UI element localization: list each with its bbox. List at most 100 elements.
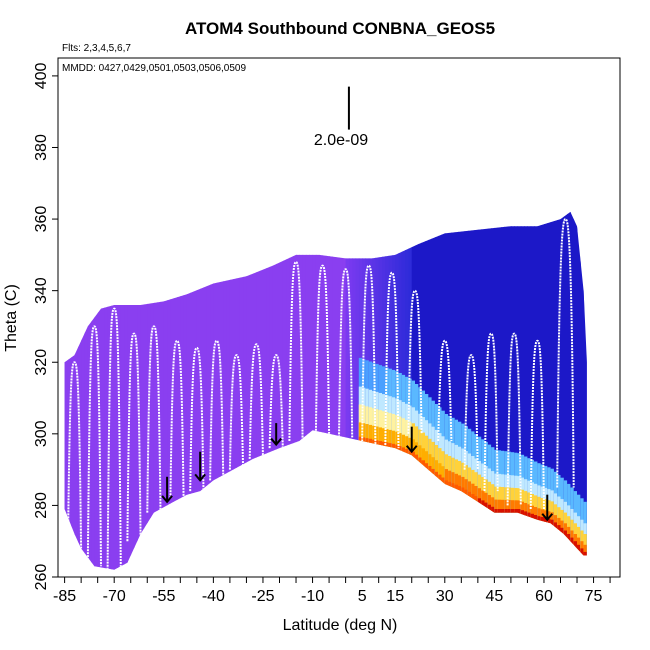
y-tick-label: 300 [33, 420, 50, 447]
field-column [474, 219, 479, 511]
field-column [550, 211, 555, 534]
chart-title: ATOM4 Southbound CONBNA_GEOS5 [185, 19, 495, 38]
field-band [477, 498, 482, 527]
flight-profile [556, 218, 575, 488]
field-band [510, 509, 515, 538]
field-column [444, 222, 449, 495]
field-column [325, 245, 330, 444]
field-column [494, 217, 499, 524]
field-column [431, 228, 436, 484]
arrow-head [541, 513, 554, 522]
flight-profile [209, 339, 225, 481]
flights-note: Flts: 2,3,4,5,6,7 [62, 43, 131, 54]
y-tick-label: 360 [33, 206, 50, 233]
field-column [434, 226, 439, 487]
arrow-marker [161, 476, 173, 504]
field-column [520, 215, 525, 525]
field-column [504, 216, 509, 524]
x-tick-label: 60 [535, 588, 553, 605]
field-column [167, 289, 171, 517]
field-column [296, 244, 300, 453]
field-column [243, 266, 247, 475]
field-column [226, 269, 231, 484]
field-column [91, 311, 95, 570]
field-column [547, 212, 552, 534]
field-column [216, 272, 221, 490]
field-column [206, 275, 211, 497]
flight-profile [169, 339, 185, 499]
field-band [421, 460, 426, 489]
flight-profile [384, 271, 400, 449]
field-band [586, 551, 587, 570]
field-column [365, 247, 370, 453]
field-column [464, 220, 469, 504]
field-column [213, 272, 218, 492]
field-column [101, 297, 105, 570]
field-column [421, 232, 426, 475]
field-column [196, 279, 201, 503]
field-band [534, 507, 538, 544]
flight-profile [529, 339, 545, 510]
field-column [120, 294, 125, 570]
field-column [173, 287, 178, 513]
field-band [477, 488, 482, 527]
field-column [130, 294, 135, 567]
field-column [104, 296, 109, 570]
field-column [236, 267, 241, 479]
field-column [256, 261, 261, 469]
field-column [567, 211, 571, 549]
y-tick-label: 260 [33, 564, 50, 591]
x-tick-label: 15 [386, 588, 404, 605]
field-column [246, 265, 251, 474]
field-column [259, 260, 264, 467]
flight-profiles [66, 218, 575, 570]
arrow-head [270, 437, 282, 447]
field-column [269, 256, 274, 463]
flight-profile [314, 264, 331, 434]
field-column [382, 246, 386, 456]
x-tick-label: -55 [152, 588, 175, 605]
field-band [365, 438, 370, 467]
field-column [391, 244, 396, 459]
field-band [514, 509, 519, 538]
field-column [510, 215, 515, 524]
field-column [84, 322, 89, 564]
field-column [514, 215, 519, 524]
flight-profile [86, 325, 102, 567]
field-band [494, 509, 499, 538]
flight-profile [483, 332, 499, 492]
field-column [153, 292, 158, 524]
field-column [186, 283, 191, 506]
arrow-marker [194, 451, 206, 482]
field-column [335, 246, 340, 446]
field-column [438, 225, 443, 489]
field-column [405, 239, 409, 464]
field-column [415, 234, 419, 469]
field-band [534, 515, 538, 544]
field-column [477, 219, 482, 513]
field-column [487, 218, 492, 519]
field-column [425, 230, 429, 478]
y-tick-label: 340 [33, 277, 50, 304]
field-column [428, 229, 433, 481]
field-column [553, 211, 558, 537]
flight-profile [146, 325, 162, 513]
field-column [150, 292, 155, 529]
field-column [501, 216, 505, 524]
field-column [266, 257, 271, 465]
field-column [544, 213, 548, 533]
field-column [71, 346, 76, 537]
field-column [292, 245, 297, 455]
field-band [586, 501, 587, 570]
arrow-head [161, 495, 173, 504]
x-tick-label: 30 [436, 588, 454, 605]
field-column [163, 290, 168, 518]
field-column [358, 247, 363, 451]
flight-profile [463, 354, 479, 470]
flight-profile [437, 339, 453, 442]
arrow-marker [270, 423, 282, 447]
field-column [282, 250, 287, 458]
field-column [441, 224, 446, 492]
dates-note: MMDD: 0427,0429,0501,0503,0506,0509 [62, 63, 246, 74]
